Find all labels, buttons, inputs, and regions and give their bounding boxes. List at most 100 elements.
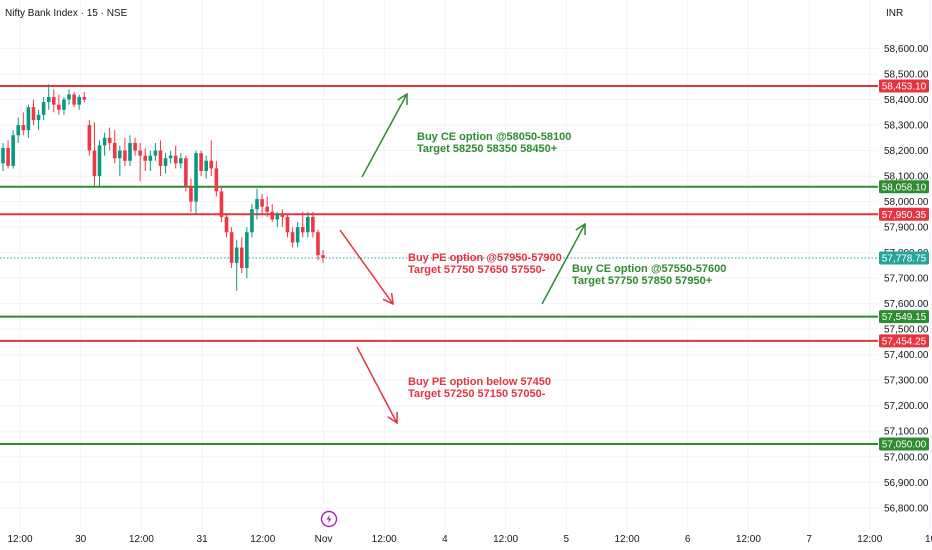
candle xyxy=(123,137,127,166)
candle xyxy=(229,227,234,268)
candle xyxy=(102,132,107,156)
candle-body xyxy=(72,94,76,105)
last-price-badge xyxy=(879,251,929,265)
candle-body xyxy=(239,247,244,268)
x-tick-label: 5 xyxy=(564,534,570,545)
y-tick-label: 58,500.00 xyxy=(884,70,929,81)
x-tick-label: Nov xyxy=(315,534,333,545)
candle-body xyxy=(219,191,224,217)
annotation-text: Buy PE option below 57450 xyxy=(408,376,551,388)
y-tick-label: 57,100.00 xyxy=(884,427,929,438)
candle xyxy=(189,178,193,212)
candle xyxy=(97,140,102,187)
gridlines xyxy=(0,0,931,530)
candle xyxy=(138,142,142,182)
arrow-shaft xyxy=(356,346,398,424)
candle-body xyxy=(31,107,36,120)
candle-body xyxy=(16,125,21,136)
arrow-head xyxy=(382,292,394,306)
candle xyxy=(72,91,76,108)
y-tick-label: 56,900.00 xyxy=(884,478,929,489)
candle-body xyxy=(250,209,254,233)
candle-body xyxy=(295,227,300,243)
candle xyxy=(26,104,31,138)
candle-body xyxy=(163,158,168,166)
candle xyxy=(77,94,81,110)
candle-body xyxy=(265,206,269,212)
candle xyxy=(234,239,239,291)
candle-body xyxy=(92,150,97,177)
candle-body xyxy=(199,153,203,171)
candle-body xyxy=(260,199,264,207)
candle-body xyxy=(168,155,173,159)
lightning-icon[interactable] xyxy=(320,510,338,528)
candle-body xyxy=(46,96,51,103)
candle-body xyxy=(321,255,325,258)
trend-arrow xyxy=(339,229,394,306)
arrow-shaft xyxy=(541,223,586,305)
y-tick-label: 57,000.00 xyxy=(884,452,929,463)
x-tick-label: 4 xyxy=(442,534,448,545)
candle xyxy=(199,150,203,177)
x-axis: 12:00 30 12:00 31 12:00 Nov 12:00 4 12:00 5 12:00 6… xyxy=(7,534,932,545)
candle xyxy=(153,142,158,161)
y-tick-label: 58,600.00 xyxy=(884,44,929,55)
candle xyxy=(112,130,117,164)
x-tick-label: 12:00 xyxy=(736,534,761,545)
x-tick-label: 10 xyxy=(925,534,932,545)
candle xyxy=(255,188,259,220)
candle-body xyxy=(285,216,290,233)
annotation-text: Buy CE option @58050-58100 xyxy=(417,131,571,143)
currency-label: INR xyxy=(886,8,903,19)
candle-body xyxy=(57,104,61,110)
y-tick-label: 57,400.00 xyxy=(884,350,929,361)
candle xyxy=(16,117,21,143)
candle-body xyxy=(138,150,142,156)
y-tick-label: 57,200.00 xyxy=(884,401,929,412)
candle-body xyxy=(112,142,117,159)
level-badge xyxy=(879,79,929,93)
y-tick-label: 57,700.00 xyxy=(884,274,929,285)
candle-body xyxy=(21,125,26,131)
candle xyxy=(280,209,285,228)
candle xyxy=(214,160,219,197)
candle xyxy=(118,145,122,177)
x-tick-label: 6 xyxy=(685,534,691,545)
x-tick-label: 12:00 xyxy=(857,534,882,545)
candle xyxy=(1,142,5,171)
arrow-shaft xyxy=(339,229,394,305)
candle-body xyxy=(173,155,178,164)
candle xyxy=(295,222,300,248)
annotation-text: Buy CE option @57550-57600 xyxy=(572,263,726,275)
candle-body xyxy=(153,150,158,156)
candle xyxy=(250,204,254,238)
candle xyxy=(143,148,148,171)
y-tick-label: 56,800.00 xyxy=(884,503,929,514)
y-tick-label: 57,600.00 xyxy=(884,299,929,310)
y-tick-label: 58,400.00 xyxy=(884,95,929,106)
candle xyxy=(87,119,92,156)
candle-body xyxy=(245,232,249,268)
candle xyxy=(300,211,305,238)
candle-body xyxy=(209,160,214,169)
candle-body xyxy=(67,94,71,100)
candle-body xyxy=(143,155,148,161)
x-tick-label: 7 xyxy=(806,534,812,545)
candle xyxy=(82,91,87,103)
candle xyxy=(128,135,132,166)
candle xyxy=(62,96,66,115)
candle-body xyxy=(189,186,193,202)
candle-body xyxy=(290,232,295,243)
candle-body xyxy=(102,137,107,146)
candle xyxy=(306,211,310,238)
x-tick-label: 12:00 xyxy=(129,534,154,545)
trend-arrow xyxy=(361,92,408,178)
candle xyxy=(224,214,229,238)
x-tick-label: 12:00 xyxy=(614,534,639,545)
candle-body xyxy=(316,232,320,256)
candle xyxy=(311,211,315,238)
annotation-text: Target 57250 57150 57050- xyxy=(408,388,546,400)
level-badge-label: 58,058.10 xyxy=(882,182,927,193)
candle xyxy=(46,84,51,110)
